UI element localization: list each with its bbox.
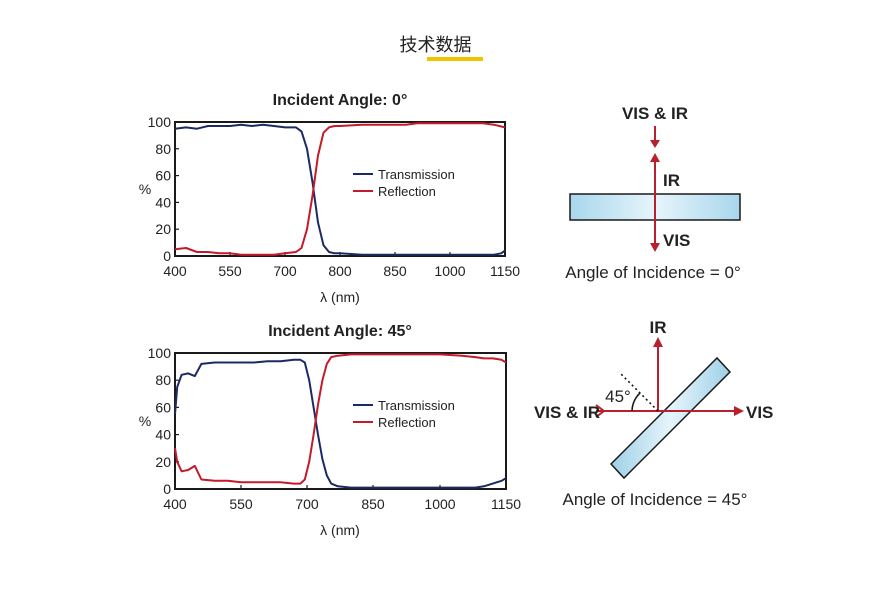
chart1-xlabel: λ (nm)	[320, 522, 360, 538]
diagram0-reflected-arrowhead	[650, 153, 660, 162]
section-heading: 技术数据	[399, 35, 472, 56]
diagram0-reflected-label: IR	[663, 171, 680, 190]
diagram45-incoming-arrowhead	[595, 404, 606, 418]
chart1-title: Incident Angle: 45°	[268, 323, 412, 340]
chart0-ytick-label: 60	[155, 168, 171, 184]
chart1-series-transmission	[174, 358, 507, 489]
chart1-series-reflection	[174, 353, 507, 485]
diagram45-caption: Angle of Incidence = 45°	[563, 490, 748, 509]
chart0-xtick-label: 400	[163, 263, 187, 279]
chart1-xtick-label: 700	[295, 496, 319, 512]
diagram45-angle-label: 45°	[605, 387, 631, 406]
diagram45-reflected-arrowhead	[653, 337, 663, 347]
chart1-xtick-label: 400	[163, 496, 187, 512]
chart0-series-transmission	[174, 123, 506, 256]
chart0-series-reflection	[174, 122, 506, 256]
diagram0-incoming-label: VIS & IR	[622, 104, 688, 123]
chart0-xtick-label: 850	[383, 263, 407, 279]
diagram45-glass-plate	[609, 356, 732, 480]
chart1-xtick-label: 550	[229, 496, 253, 512]
chart1-xtick-label: 1000	[424, 496, 455, 512]
chart0-ytick-label: 0	[163, 248, 171, 264]
chart0-xtick-label: 550	[218, 263, 242, 279]
chart0-ytick-label: 100	[148, 114, 172, 130]
chart1-ytick-label: 40	[155, 427, 171, 443]
chart0-xlabel: λ (nm)	[320, 289, 360, 305]
chart0-legend-label-reflection: Reflection	[378, 184, 436, 199]
chart0-xtick-label: 1150	[490, 263, 520, 279]
chart0-legend-label-transmission: Transmission	[378, 167, 455, 182]
chart1-legend-label-reflection: Reflection	[378, 415, 436, 430]
chart0-xtick-label: 700	[273, 263, 297, 279]
chart0-plot-frame	[174, 121, 506, 257]
chart1-ytick-label: 100	[148, 345, 172, 361]
diagram45-angle-arc	[631, 392, 641, 412]
chart1-ytick-label: 60	[155, 399, 171, 415]
chart0-ylabel: %	[139, 181, 151, 197]
diagram45-transmitted-arrowhead	[734, 406, 744, 416]
diagram45-transmitted-label: VIS	[746, 403, 773, 422]
diagram0-caption: Angle of Incidence = 0°	[565, 263, 741, 282]
diagram0-transmitted-label: VIS	[663, 231, 690, 250]
diagram45-incoming-label: VIS & IR	[534, 403, 600, 422]
chart0-xtick-label: 800	[328, 263, 352, 279]
chart1-ytick-label: 80	[155, 372, 171, 388]
chart0-title: Incident Angle: 0°	[273, 92, 408, 109]
diagram0-incoming-arrowhead	[650, 140, 660, 148]
chart1-ytick-label: 0	[163, 481, 171, 497]
chart1-xtick-label: 1150	[491, 496, 521, 512]
chart1-legend-label-transmission: Transmission	[378, 398, 455, 413]
chart0-xtick-label: 1000	[434, 263, 465, 279]
diagram45-normal-line	[618, 371, 659, 412]
chart0-ytick-label: 80	[155, 141, 171, 157]
heading-underline	[427, 57, 483, 61]
chart0-ytick-label: 40	[155, 194, 171, 210]
diagram45-reflected-label: IR	[650, 318, 667, 337]
chart1-xtick-label: 850	[361, 496, 385, 512]
diagram0-transmitted-arrowhead	[650, 243, 660, 252]
chart0-ytick-label: 20	[155, 221, 171, 237]
chart1-ylabel: %	[139, 413, 151, 429]
chart1-ytick-label: 20	[155, 454, 171, 470]
chart1-plot-frame	[174, 352, 507, 490]
